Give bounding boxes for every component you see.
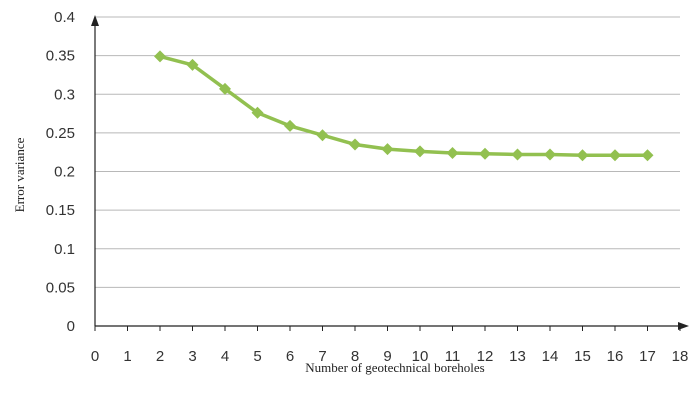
x-tick-label: 13 — [509, 348, 526, 365]
x-tick-label: 2 — [156, 348, 164, 365]
data-point-marker — [511, 148, 524, 161]
x-tick-label: 6 — [286, 348, 294, 365]
y-axis-arrowhead — [91, 15, 99, 26]
y-tick-label: 0.2 — [54, 164, 75, 181]
x-tick-label: 3 — [188, 348, 196, 365]
y-tick-label: 0 — [67, 318, 75, 335]
y-tick-labels: 0 0.05 0.1 0.15 0.2 0.25 0.3 0.35 0.4 — [46, 9, 75, 335]
x-tick-label: 0 — [91, 348, 99, 365]
x-tick-label: 4 — [221, 348, 229, 365]
data-point-marker — [641, 149, 654, 162]
data-series — [154, 50, 654, 162]
data-point-marker — [544, 148, 556, 161]
y-tick-label: 0.3 — [54, 86, 75, 103]
data-point-marker — [349, 138, 361, 151]
x-axis-title: Number of geotechnical boreholes — [305, 360, 484, 375]
x-axis-arrowhead — [678, 322, 689, 330]
x-tick-label: 12 — [477, 348, 494, 365]
x-tick-label: 9 — [383, 348, 391, 365]
data-point-marker — [251, 106, 264, 119]
data-point-marker — [219, 82, 231, 95]
x-tick-label: 8 — [351, 348, 359, 365]
y-tick-label: 0.35 — [46, 48, 75, 65]
axes — [91, 15, 689, 331]
x-tick-label: 1 — [123, 348, 131, 365]
data-point-marker — [576, 149, 589, 162]
data-point-marker — [316, 129, 329, 142]
data-point-marker — [154, 50, 166, 63]
y-axis-title: Error variance — [12, 137, 27, 212]
data-point-marker — [479, 147, 491, 160]
data-point-marker — [186, 58, 199, 71]
data-point-marker — [381, 143, 394, 156]
x-tick-label: 5 — [253, 348, 261, 365]
y-tick-label: 0.25 — [46, 125, 75, 142]
data-point-marker — [609, 149, 621, 162]
x-tick-label: 14 — [542, 348, 559, 365]
x-tick-label: 17 — [639, 348, 656, 365]
y-tick-label: 0.4 — [54, 9, 75, 26]
gridlines — [95, 16, 680, 288]
x-tick-label: 15 — [574, 348, 591, 365]
x-tick-labels: 0 1 2 3 4 5 6 7 8 9 10 11 12 13 14 15 16 17 18 — [91, 348, 689, 365]
data-point-marker — [446, 146, 459, 159]
data-point-marker — [284, 119, 296, 132]
x-tick-label: 10 — [412, 348, 429, 365]
x-tick-label: 18 — [672, 348, 689, 365]
x-tick-label: 16 — [607, 348, 624, 365]
series-line — [159, 54, 648, 158]
x-tick-label: 7 — [318, 348, 326, 365]
x-tick-label: 11 — [445, 348, 461, 365]
y-tick-label: 0.1 — [54, 241, 75, 258]
data-point-marker — [414, 145, 426, 158]
y-tick-label: 0.15 — [46, 202, 75, 219]
y-tick-label: 0.05 — [46, 279, 75, 296]
